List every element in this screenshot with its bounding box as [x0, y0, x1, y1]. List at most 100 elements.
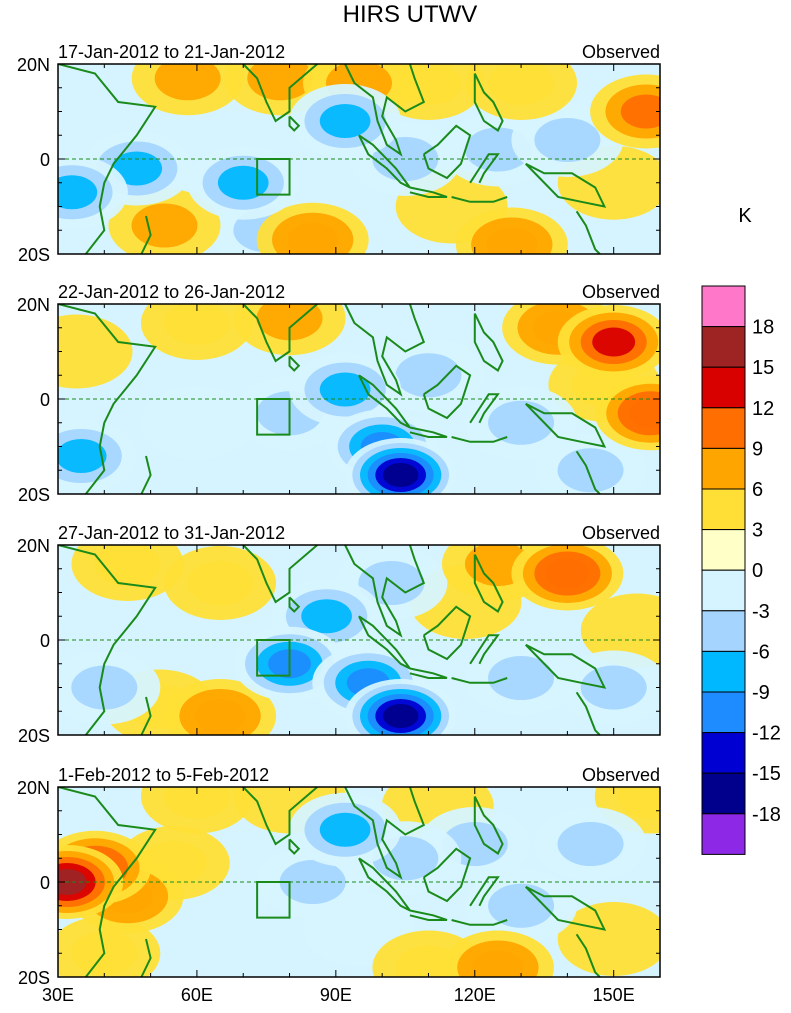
- anomaly-blob: [629, 398, 660, 428]
- colorbar-label: -15: [752, 763, 781, 785]
- coastline: [469, 634, 500, 665]
- colorbar-swatch: [701, 732, 746, 774]
- anomaly-blob: [488, 400, 555, 445]
- y-tick-label: 0: [40, 150, 50, 170]
- anomaly-blob: [592, 327, 636, 357]
- coastline: [575, 691, 601, 735]
- coastline: [575, 210, 601, 254]
- anomaly-blob: [163, 304, 230, 345]
- anomaly-blob: [472, 950, 524, 977]
- colorbar-swatch: [701, 691, 746, 734]
- anomaly-blob: [620, 94, 660, 129]
- coastline: [58, 304, 157, 494]
- coastline: [469, 153, 500, 184]
- x-tick-label: 90E: [320, 985, 352, 1005]
- anomaly-blob: [58, 314, 133, 389]
- coastline: [288, 115, 301, 132]
- anomaly-blob: [71, 665, 138, 710]
- anomaly-blob: [557, 902, 660, 976]
- region-box: [256, 881, 291, 919]
- y-tick-label: 20S: [18, 726, 50, 746]
- x-tick-label: 150E: [593, 985, 635, 1005]
- anomaly-field: [58, 304, 660, 494]
- colorbar-label: 18: [752, 317, 774, 339]
- y-tick-label: 20N: [17, 778, 50, 798]
- anomaly-blob: [94, 545, 161, 586]
- panel-date-range: 17-Jan-2012 to 21-Jan-2012: [58, 42, 285, 62]
- coastline: [575, 933, 601, 977]
- anomaly-blob: [488, 883, 555, 928]
- y-tick-label: 0: [40, 631, 50, 651]
- coastline: [140, 455, 152, 494]
- colorbar-swatch: [701, 529, 746, 571]
- region-box: [256, 398, 291, 436]
- coastline: [469, 876, 500, 907]
- coastline: [473, 796, 504, 855]
- y-tick-label: 20N: [17, 536, 50, 556]
- colorbar: 18 15 12 9 6 3 0 -3 -6 -9 -12 -15 -18: [701, 285, 781, 855]
- coastline: [451, 677, 508, 684]
- colorbar-label: -3: [752, 601, 770, 623]
- anomaly-blob: [319, 104, 371, 138]
- colorbar-swatch: [701, 447, 746, 490]
- colorbar-label: -9: [752, 682, 770, 704]
- panel-date-range: 22-Jan-2012 to 26-Jan-2012: [58, 282, 285, 302]
- coastline: [242, 64, 318, 123]
- colorbar-swatch: [701, 813, 746, 855]
- colorbar-swatch: [701, 772, 746, 815]
- coastline: [524, 885, 607, 931]
- coastline: [288, 355, 301, 372]
- panel-2: 20N 0 20S 22-Jan-2012 to 26-Jan-2012 Observe…: [17, 282, 661, 505]
- anomaly-blob: [287, 222, 339, 254]
- coastline: [422, 364, 472, 420]
- coastline: [242, 304, 318, 363]
- y-tick-label: 20S: [18, 485, 50, 505]
- coastline: [288, 838, 301, 855]
- colorbar-swatch: [701, 326, 746, 368]
- y-tick-label: 20S: [18, 968, 50, 988]
- panel-date-range: 27-Jan-2012 to 31-Jan-2012: [58, 523, 285, 543]
- anomaly-blob: [545, 559, 589, 588]
- coastline: [473, 554, 504, 613]
- coastline: [140, 696, 152, 735]
- anomaly-blob: [301, 599, 352, 634]
- coastline: [409, 909, 448, 921]
- colorbar-label: -18: [752, 804, 781, 826]
- anomaly-blob: [187, 561, 254, 605]
- coastline: [451, 196, 508, 203]
- coastline: [58, 64, 157, 254]
- anomaly-blob: [617, 787, 660, 819]
- colorbar-swatch: [701, 366, 746, 409]
- panel-observed-label: Observed: [582, 42, 660, 62]
- anomaly-blob: [486, 227, 538, 254]
- coastline: [422, 605, 472, 661]
- coastline: [409, 426, 448, 438]
- panel-3: 20N 0 20S 27-Jan-2012 to 31-Jan-2012 Observe…: [17, 523, 661, 746]
- anomaly-blob: [557, 448, 624, 493]
- colorbar-label: 3: [752, 520, 763, 542]
- coastline: [409, 667, 448, 679]
- colorbar-swatch: [701, 285, 746, 328]
- coastline: [451, 919, 508, 926]
- panel-1: 20N 0 20S 17-Jan-2012 to 21-Jan-2012 Observe…: [17, 42, 661, 265]
- anomaly-blob: [111, 151, 163, 186]
- anomaly-blob: [319, 812, 371, 847]
- y-tick-label: 20N: [17, 295, 50, 315]
- coastline: [473, 73, 504, 132]
- coastline: [409, 186, 448, 198]
- coastline: [344, 64, 426, 157]
- colorbar-swatch: [701, 610, 746, 652]
- coastline: [58, 545, 157, 735]
- y-tick-label: 0: [40, 873, 50, 893]
- coastline: [422, 124, 472, 180]
- panel-observed-label: Observed: [582, 282, 660, 302]
- anomaly-blob: [488, 64, 555, 105]
- panels: 20N 0 20S 17-Jan-2012 to 21-Jan-2012 Observe…: [17, 42, 661, 1005]
- anomaly-blob: [154, 64, 221, 101]
- anomaly-blob: [383, 704, 419, 728]
- coastline: [473, 313, 504, 372]
- anomaly-field: [58, 64, 660, 254]
- x-tick-label: 30E: [42, 985, 74, 1005]
- coastline: [451, 436, 508, 443]
